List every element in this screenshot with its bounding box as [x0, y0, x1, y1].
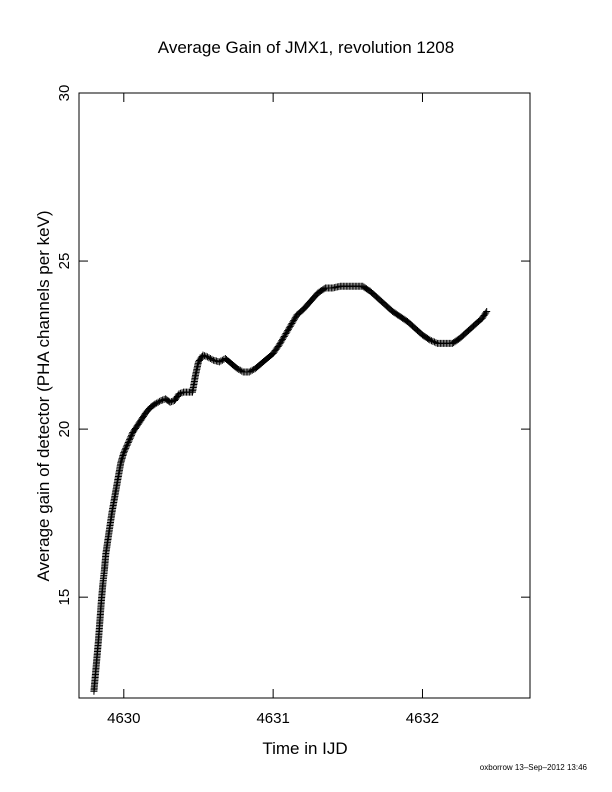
data-point: [238, 367, 246, 375]
data-point: [483, 307, 491, 315]
data-point: [157, 397, 165, 405]
data-point: [432, 339, 440, 347]
data-point: [248, 366, 256, 374]
x-tick-label: 4630: [107, 710, 140, 727]
data-point: [123, 441, 131, 449]
y-tick-label: 30: [56, 85, 73, 102]
data-point: [245, 368, 253, 376]
data-point: [430, 338, 438, 346]
data-point: [126, 436, 134, 444]
y-tick-label: 25: [56, 253, 73, 270]
data-point: [122, 443, 130, 451]
data-point: [153, 399, 161, 407]
data-point: [288, 319, 296, 327]
data-point: [275, 341, 283, 349]
data-point: [291, 314, 299, 322]
data-point: [290, 315, 298, 323]
data-point: [177, 389, 185, 397]
data-point: [289, 318, 297, 326]
y-axis: 15 20 25 30: [56, 85, 530, 606]
data-point: [279, 334, 287, 342]
data-point: [120, 447, 128, 455]
data-point: [178, 389, 186, 397]
data-point: [279, 335, 287, 343]
x-axis: 4630 4631 4632: [107, 93, 439, 727]
data-point: [206, 355, 214, 363]
data-point: [120, 449, 128, 457]
y-tick-label: 20: [56, 421, 73, 438]
y-tick-label: 15: [56, 589, 73, 606]
data-point: [125, 437, 133, 445]
data-point: [168, 398, 176, 406]
data-point: [290, 317, 298, 325]
data-point: [203, 353, 211, 361]
data-point: [285, 325, 292, 333]
data-point: [282, 330, 290, 338]
data-point: [151, 400, 159, 408]
x-tick-label: 4631: [256, 710, 289, 727]
data-point: [427, 337, 435, 345]
data-point: [156, 397, 164, 405]
chart-title: Average Gain of JMX1, revolution 1208: [158, 38, 454, 57]
plot-frame: [78, 92, 531, 699]
data-point: [127, 431, 135, 439]
data-point: [215, 358, 223, 366]
data-point: [285, 324, 293, 332]
data-point: [277, 338, 285, 346]
data-point: [283, 328, 291, 336]
x-axis-label: Time in IJD: [262, 739, 347, 758]
footer-credit: oxborrow 13–Sep–2012 13:46: [480, 763, 588, 772]
data-point: [154, 398, 162, 406]
y-axis-label: Average gain of detector (PHA channels p…: [34, 210, 53, 581]
data-point: [217, 357, 225, 365]
data-point: [233, 365, 241, 373]
data-point: [280, 332, 288, 340]
data-point: [175, 390, 183, 398]
data-point: [426, 336, 434, 344]
data-point: [205, 354, 213, 362]
data-series: [90, 282, 491, 695]
data-point: [199, 351, 207, 359]
data-point: [122, 444, 130, 452]
data-point: [278, 337, 286, 345]
data-point: [284, 327, 292, 335]
data-point: [126, 434, 134, 442]
data-point: [276, 340, 284, 348]
data-point: [166, 398, 174, 406]
data-point: [121, 446, 129, 454]
data-point: [286, 322, 294, 330]
data-point: [287, 321, 295, 329]
data-point: [200, 352, 208, 360]
data-point: [429, 337, 437, 345]
data-point: [124, 439, 132, 447]
data-point: [281, 331, 289, 339]
data-point: [202, 352, 210, 360]
data-point: [236, 366, 244, 374]
x-tick-label: 4632: [406, 710, 439, 727]
data-point: [127, 433, 135, 441]
data-point: [235, 365, 243, 373]
data-point: [247, 367, 255, 375]
data-point: [124, 440, 132, 448]
data-point: [208, 355, 216, 363]
data-point: [482, 309, 490, 317]
